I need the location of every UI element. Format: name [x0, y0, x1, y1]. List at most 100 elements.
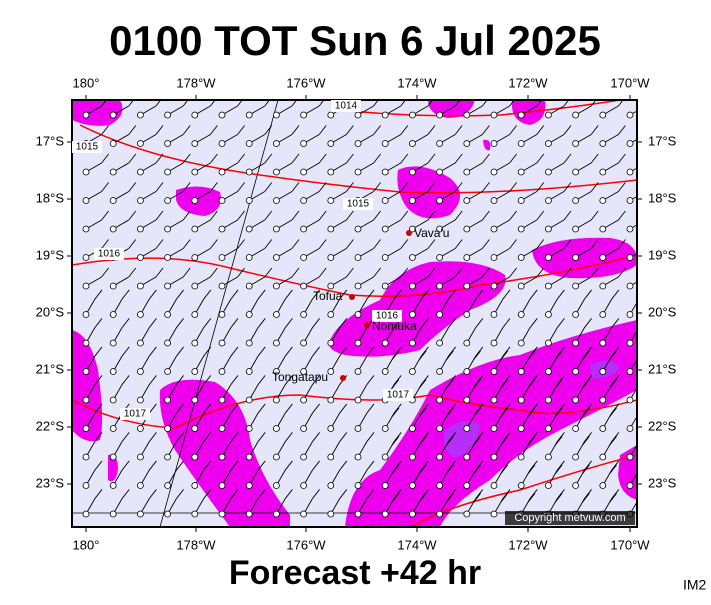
barb-flag — [475, 346, 484, 357]
barb-flag — [618, 100, 624, 107]
barb-flag — [230, 289, 239, 300]
lat-label: 18°S — [648, 190, 677, 205]
barb-flag — [418, 350, 427, 361]
barb-flag — [391, 436, 400, 446]
barb-flag — [418, 493, 427, 503]
barb-flag — [554, 436, 563, 446]
barb-station — [599, 168, 607, 176]
barb-flag — [445, 493, 454, 503]
barb-station — [164, 111, 172, 119]
barb-flag — [373, 267, 381, 278]
barb-flag — [454, 267, 463, 278]
barb-flag — [400, 210, 409, 221]
barb-station — [191, 111, 199, 119]
barb-station — [354, 254, 362, 261]
title: 0100 TOT Sun 6 Jul 2025 — [109, 17, 601, 64]
barb-flag — [584, 346, 592, 357]
barb-station — [599, 425, 607, 432]
barb-flag — [611, 403, 620, 414]
barb-station — [354, 510, 362, 518]
barb-flag — [500, 350, 509, 361]
barb-flag — [318, 239, 327, 249]
barb-flag — [291, 210, 300, 221]
lon-label: 172°W — [508, 75, 548, 90]
lon-label: 176°W — [286, 537, 326, 552]
barb-flag — [264, 239, 273, 249]
barb-station — [300, 225, 308, 233]
barb-flag — [264, 267, 273, 278]
barb-station — [626, 111, 634, 119]
barb-station — [381, 111, 389, 119]
barb-station — [136, 453, 144, 461]
wind-area — [483, 139, 491, 151]
barb-flag — [611, 289, 620, 300]
barb-flag — [557, 489, 565, 499]
barb-flag — [230, 375, 239, 385]
barb-flag — [529, 489, 538, 499]
barb-flag — [445, 350, 454, 361]
barb-station — [408, 225, 416, 233]
barb-station — [490, 482, 498, 489]
barb-flag — [536, 100, 543, 107]
barb-station — [218, 453, 226, 461]
barb-station — [191, 425, 199, 432]
barb-station — [164, 254, 172, 261]
barb-station — [245, 368, 253, 375]
barb-station — [572, 339, 579, 347]
barb-flag — [509, 125, 517, 135]
barb-flag — [210, 210, 218, 221]
barb-flag — [563, 100, 570, 107]
barb-flag — [502, 318, 511, 328]
barb-station — [164, 197, 172, 204]
barb-flag — [203, 318, 212, 328]
barb-station — [545, 282, 552, 290]
barb-flag — [527, 436, 536, 446]
barb-station — [572, 368, 579, 375]
lon-label: 170°W — [610, 537, 650, 552]
barb-flag — [210, 100, 216, 107]
barb-station — [626, 425, 634, 432]
barb-flag — [203, 432, 212, 442]
barb-station — [82, 197, 90, 204]
barb-station — [109, 453, 117, 461]
barb-station — [300, 254, 308, 261]
lat-label: 19°S — [648, 247, 677, 262]
barb-flag — [339, 403, 348, 414]
barb-flag — [176, 289, 184, 300]
barb-station — [626, 453, 634, 461]
barb-station — [109, 425, 117, 432]
barb-station — [354, 339, 362, 347]
barb-flag — [318, 125, 327, 135]
barb-flag — [230, 489, 239, 499]
barb-station — [136, 339, 144, 347]
island — [406, 230, 412, 236]
barb-station — [327, 197, 335, 204]
barb-flag — [427, 210, 436, 221]
barb-flag — [176, 489, 184, 499]
barb-flag — [527, 493, 536, 503]
barb-flag — [418, 379, 427, 389]
barb-station — [218, 482, 226, 489]
barb-flag — [149, 346, 157, 357]
barb-station — [164, 482, 172, 489]
barb-station — [626, 197, 634, 204]
barb-station — [626, 140, 634, 147]
barb-flag — [155, 100, 162, 107]
wind-area — [329, 261, 506, 357]
barb-station — [272, 368, 280, 375]
barb-station — [517, 168, 525, 176]
barb-flag — [502, 289, 511, 300]
barb-station — [300, 140, 308, 147]
barb-flag — [445, 464, 454, 475]
barb-flag — [527, 379, 536, 389]
barb-station — [136, 225, 144, 233]
barb-flag — [237, 210, 245, 221]
barb-station — [109, 482, 117, 489]
barb-flag — [473, 407, 481, 418]
lat-label: 23°S — [36, 475, 65, 490]
barb-flag — [101, 182, 109, 192]
barb-station — [517, 453, 525, 461]
barb-flag — [257, 460, 266, 471]
barb-flag — [291, 153, 300, 164]
barb-flag — [536, 267, 545, 278]
